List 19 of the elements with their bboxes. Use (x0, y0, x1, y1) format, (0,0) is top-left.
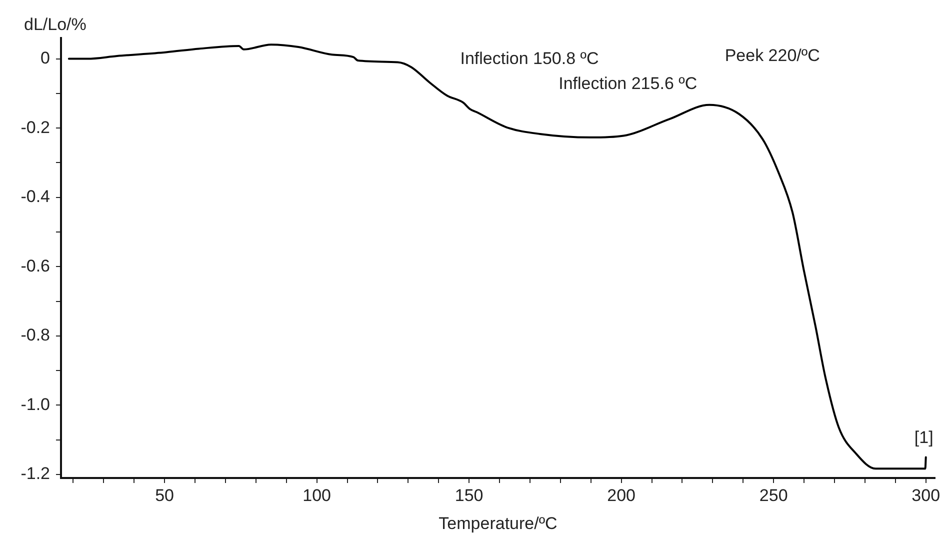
x-axis-title: Temperature/ºC (438, 514, 558, 533)
y-tick-label: -1.2 (20, 464, 50, 484)
y-tick-label: -0.2 (20, 118, 50, 137)
x-tick-label: 150 (454, 486, 484, 505)
x-tick-label: 300 (912, 486, 940, 505)
annotation: Peek 220/ºC (724, 46, 820, 65)
x-tick-label: 250 (759, 486, 788, 505)
annotation: Inflection 215.6 ºC (558, 74, 698, 94)
x-tick-label: 50 (155, 486, 174, 505)
y-tick-label: -0.8 (20, 326, 50, 345)
annotation: [1] (914, 428, 934, 448)
y-tick-label: 0 (40, 48, 50, 68)
y-tick-label: -0.4 (20, 187, 50, 206)
y-tick-label: -0.6 (20, 256, 50, 276)
x-tick-label: 100 (302, 486, 331, 505)
annotation: Inflection 150.8 ºC (460, 49, 599, 68)
x-tick-label: 200 (607, 486, 636, 505)
y-tick-label: -1.0 (20, 394, 50, 414)
y-axis-title: dL/Lo/% (24, 15, 86, 34)
